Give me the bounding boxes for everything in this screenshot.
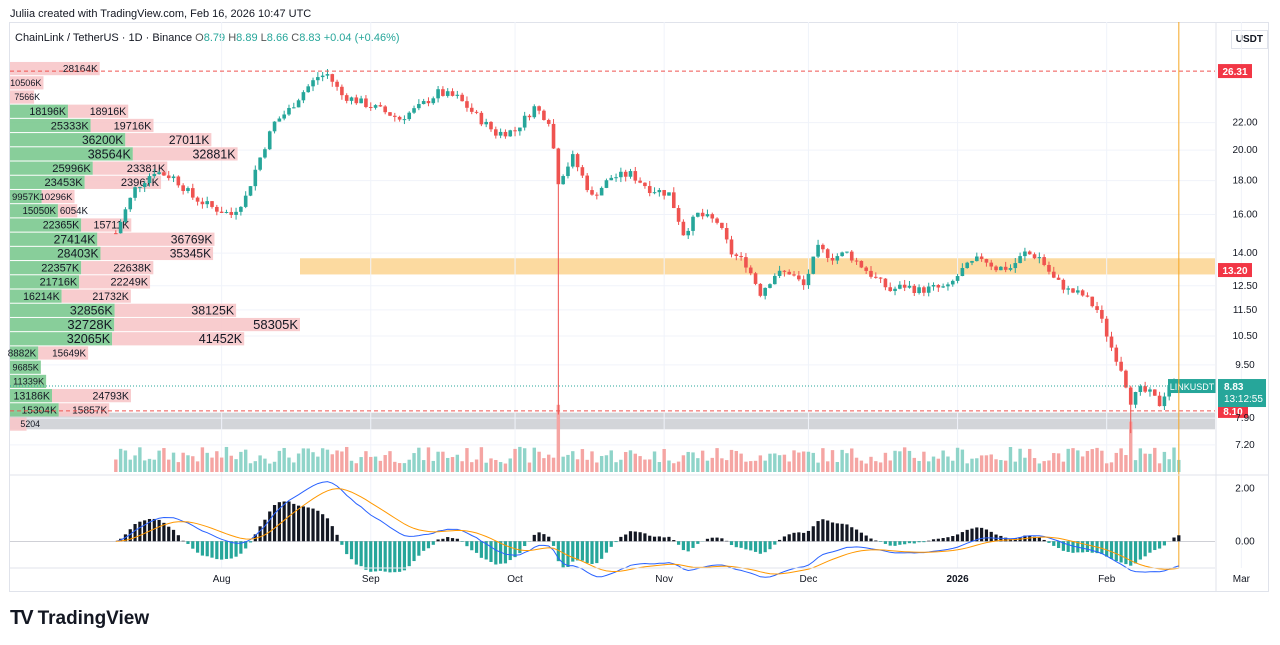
brand-name: TradingView — [37, 607, 150, 629]
open-value: 8.79 — [203, 32, 226, 44]
symbol-title: ChainLink / TetherUS · 1D · Binance — [15, 32, 193, 44]
close-label: C — [291, 32, 300, 44]
close-value: 8.83 — [299, 32, 321, 44]
tradingview-logo-icon: TV — [10, 607, 34, 629]
currency-label[interactable]: USDT — [1230, 30, 1268, 49]
low-label: L — [260, 32, 267, 44]
tradingview-brand[interactable]: TV TradingView — [10, 607, 149, 630]
chart-frame — [9, 22, 1269, 592]
open-label: O — [195, 32, 204, 44]
high-label: H — [228, 32, 237, 44]
low-value: 8.66 — [266, 32, 289, 44]
chart-caption: Juliia created with TradingView.com, Feb… — [10, 8, 312, 20]
high-value: 8.89 — [236, 32, 258, 44]
symbol-legend[interactable]: ChainLink / TetherUS · 1D · Binance O8.7… — [15, 32, 400, 44]
change-value: +0.04 (+0.46%) — [323, 32, 400, 44]
